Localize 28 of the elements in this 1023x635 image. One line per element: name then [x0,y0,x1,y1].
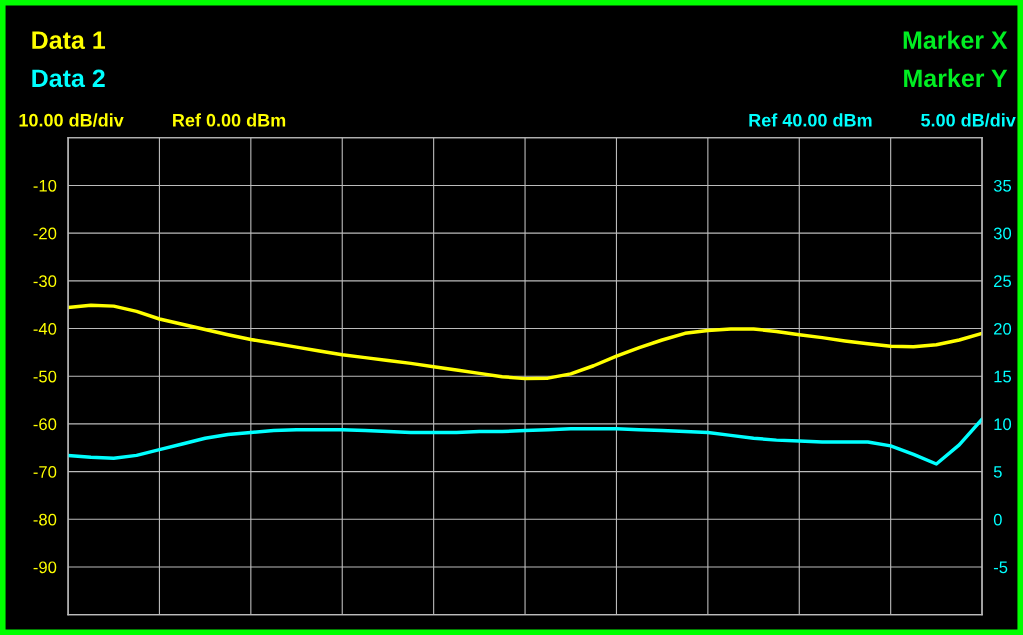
y2-tick-label: 10 [994,418,1012,431]
text: Marker Y [904,68,1008,88]
y-tick-label: -20 [33,227,57,240]
text: Data 1 [32,31,106,50]
y-tick-label: -90 [33,561,57,574]
text: Ref 0.00 dBm [173,113,286,127]
y-tick-label: -80 [33,513,57,526]
y-tick-label: -30 [33,275,57,288]
y-tick-label: -70 [33,466,57,478]
y2-tick-label: 25 [994,275,1012,288]
y2-tick-label: 15 [994,370,1012,383]
line-series [68,417,983,466]
y2-tick-label: 30 [993,227,1012,240]
y-tick-label: -10 [33,179,57,192]
y2-tick-label: 35 [993,179,1012,192]
y2-tick-label: 20 [994,322,1012,335]
y-axis-title: 10.00 dB/div [19,113,124,127]
y2-tick-label: 5 [993,466,1002,478]
y-tick-label: -40 [33,322,57,335]
text: Ref 40.00 dBm [749,113,872,127]
text: Data 2 [32,69,105,88]
y-tick-label: -50 [33,370,57,383]
y2-axis-title: 5.00 dB/div [921,113,1016,127]
y2-tick-label: 0 [993,513,1002,526]
y2-tick-label: -5 [993,561,1008,574]
y-tick-label: -60 [33,418,57,431]
line-series [68,303,983,381]
text: Marker X [903,30,1008,50]
